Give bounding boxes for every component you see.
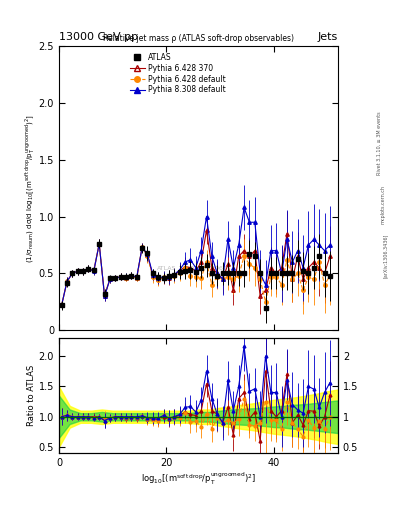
X-axis label: log$_{10}$[(m$^{\rm soft\,drop}$/p$_{\rm T}^{\rm ungroomed}$)$^{2}$]: log$_{10}$[(m$^{\rm soft\,drop}$/p$_{\rm… xyxy=(141,471,256,487)
Y-axis label: (1/σ$_{\rm resum}$) dσ/d log$_{10}$[(m$^{\rm soft\,drop}$/p$_{\rm T}^{\rm ungroo: (1/σ$_{\rm resum}$) dσ/d log$_{10}$[(m$^… xyxy=(24,114,37,263)
Text: ATLAS_2019_I1772062: ATLAS_2019_I1772062 xyxy=(158,265,228,270)
Text: Jets: Jets xyxy=(318,32,338,42)
Y-axis label: Ratio to ATLAS: Ratio to ATLAS xyxy=(27,365,36,426)
Text: 13000 GeV pp: 13000 GeV pp xyxy=(59,32,138,42)
Legend: ATLAS, Pythia 6.428 370, Pythia 6.428 default, Pythia 8.308 default: ATLAS, Pythia 6.428 370, Pythia 6.428 de… xyxy=(130,53,226,95)
Text: Rivet 3.1.10, ≥ 3M events: Rivet 3.1.10, ≥ 3M events xyxy=(377,112,382,175)
Text: mcplots.cern.ch: mcplots.cern.ch xyxy=(381,185,386,224)
Text: [arXiv:1306.3436]: [arXiv:1306.3436] xyxy=(384,234,388,278)
Text: Relative jet mass ρ (ATLAS soft-drop observables): Relative jet mass ρ (ATLAS soft-drop obs… xyxy=(103,34,294,43)
